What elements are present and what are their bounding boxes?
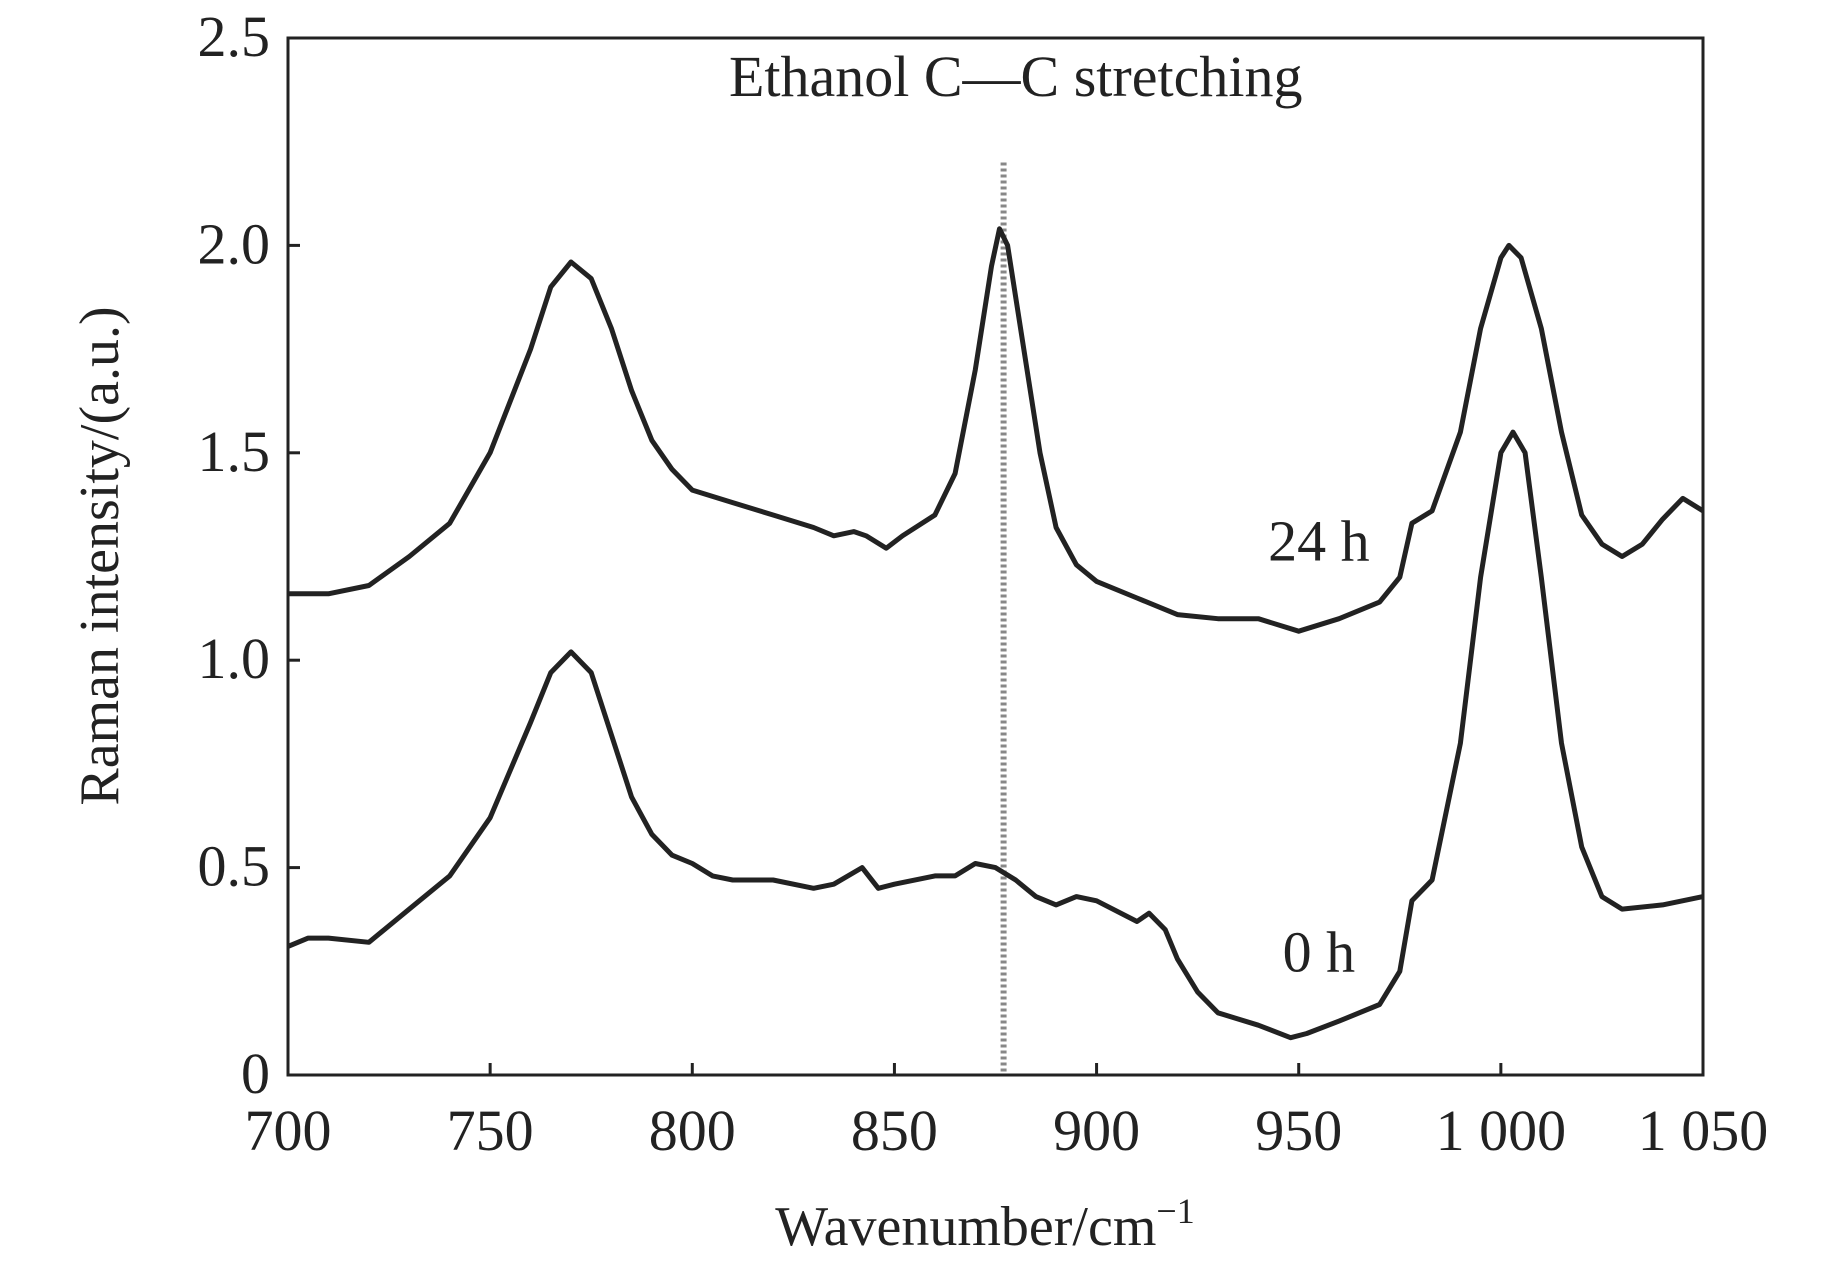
y-tick-label: 1.0 [198, 626, 271, 691]
x-tick-label: 950 [1255, 1098, 1342, 1163]
x-tick-label: 800 [649, 1098, 736, 1163]
y-tick-label: 2.0 [198, 211, 271, 276]
x-tick-label: 750 [447, 1098, 534, 1163]
y-tick-label: 2.5 [198, 4, 271, 69]
annotation-label: Ethanol C—C stretching [729, 44, 1303, 109]
series-line-24h [288, 226, 1705, 634]
y-tick-label: 1.5 [198, 419, 271, 484]
x-tick-label: 1 050 [1638, 1098, 1769, 1163]
series-line-0h [287, 429, 1704, 1041]
x-tick-label: 1 000 [1436, 1098, 1567, 1163]
x-axis-label-superscript: −1 [1156, 1191, 1194, 1231]
x-tick-label: 700 [245, 1098, 332, 1163]
x-axis-label: Wavenumber/cm−1 [775, 1191, 1194, 1258]
x-tick-label: 850 [851, 1098, 938, 1163]
plot-frame [286, 36, 1705, 1077]
y-axis-label: Raman intensity/(a.u.) [69, 306, 131, 805]
y-tick-label: 0.5 [198, 834, 271, 899]
series-label: 24 h [1268, 509, 1370, 574]
series-label: 0 h [1283, 919, 1356, 984]
x-tick-label: 900 [1053, 1098, 1140, 1163]
y-tick-label: 0 [241, 1041, 270, 1106]
